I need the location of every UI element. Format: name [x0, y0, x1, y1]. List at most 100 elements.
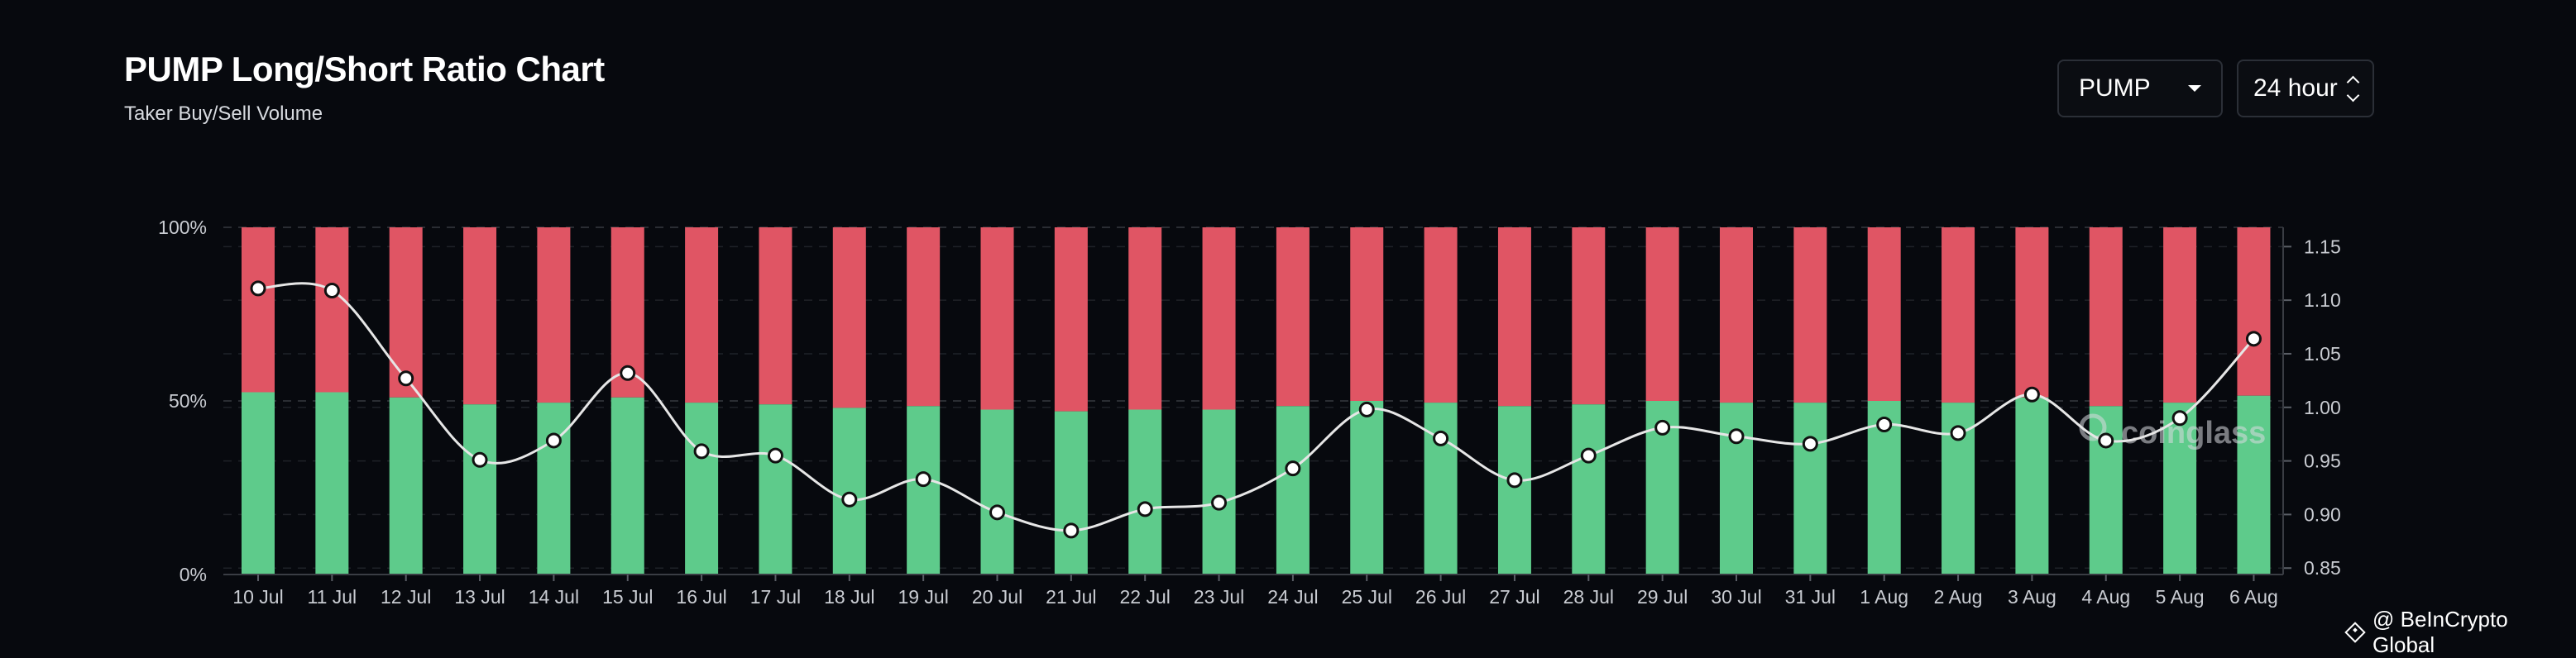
long-bar [1572, 404, 1606, 575]
x-tick-label: 12 Jul [381, 586, 431, 608]
short-bar [1128, 227, 1162, 410]
symbol-select-value: PUMP [2079, 74, 2151, 102]
x-tick-label: 2 Aug [1934, 586, 1983, 608]
x-tick-label: 23 Jul [1194, 586, 1244, 608]
long-bar [1350, 401, 1384, 575]
x-tick-label: 14 Jul [529, 586, 579, 608]
long-bar [2015, 397, 2049, 575]
ratio-point [545, 432, 562, 449]
range-select-value: 24 hour [2253, 74, 2338, 102]
ratio-point [620, 365, 636, 381]
long-bar [759, 404, 792, 575]
short-bar [1276, 227, 1310, 407]
x-tick-label: 16 Jul [676, 586, 726, 608]
short-bar [980, 227, 1014, 410]
long-bar [685, 403, 719, 575]
short-bar [1572, 227, 1606, 405]
short-bar [2163, 227, 2197, 403]
x-tick-label: 5 Aug [2156, 586, 2205, 608]
x-tick-label: 31 Jul [1785, 586, 1836, 608]
ratio-point [1802, 436, 1818, 452]
ratio-point [915, 471, 931, 488]
chart-title: PUMP Long/Short Ratio Chart [124, 50, 605, 88]
ratio-point [2098, 432, 2114, 449]
x-tick-label: 19 Jul [898, 586, 948, 608]
x-tick-label: 11 Jul [308, 586, 357, 608]
x-tick-label: 29 Jul [1637, 586, 1688, 608]
symbol-select[interactable]: PUMP [2057, 60, 2223, 117]
short-bar [1645, 227, 1679, 401]
footer-credit-text: @ BeInCrypto Global [2373, 607, 2508, 657]
x-tick-label: 13 Jul [454, 586, 505, 608]
long-bar [2237, 395, 2271, 575]
short-bar [1720, 227, 1753, 403]
ratio-point [2245, 331, 2262, 347]
ratio-point [1950, 425, 1966, 441]
ratio-point [693, 443, 710, 460]
y-right-tick-label: 0.95 [2304, 451, 2341, 472]
long-bar [315, 392, 349, 575]
long-bar [907, 406, 941, 575]
ratio-point [1358, 401, 1375, 417]
ratio-point [1137, 501, 1153, 517]
ratio-point [1876, 417, 1893, 433]
x-tick-label: 6 Aug [2229, 586, 2278, 608]
chart-subtitle: Taker Buy/Sell Volume [124, 103, 323, 125]
short-bar [1350, 227, 1384, 401]
coinglass-watermark: coinglass [2079, 413, 2266, 451]
short-bar [463, 227, 497, 405]
short-bar [2015, 227, 2049, 398]
x-tick-label: 4 Aug [2081, 586, 2130, 608]
y-right-tick-label: 0.85 [2304, 557, 2341, 579]
ratio-point [767, 447, 783, 464]
short-bar [1793, 227, 1827, 403]
ratio-point [1728, 428, 1745, 445]
y-right-tick-label: 0.90 [2304, 503, 2341, 525]
short-bar [1942, 227, 1975, 403]
long-bar [463, 404, 497, 575]
watermark-text: coinglass [2121, 416, 2266, 451]
x-tick-label: 20 Jul [972, 586, 1022, 608]
long-bar [1793, 403, 1827, 575]
long-bar [1054, 411, 1088, 575]
long-bar [1497, 406, 1531, 575]
x-tick-label: 24 Jul [1267, 586, 1318, 608]
x-tick-label: 3 Aug [2008, 586, 2056, 608]
range-select[interactable]: 24 hour [2237, 60, 2374, 117]
long-bar [1128, 409, 1162, 575]
long-bar [610, 397, 644, 575]
short-bar [2237, 227, 2271, 396]
short-bar [2089, 227, 2123, 407]
short-bar [907, 227, 941, 407]
short-bar [315, 227, 349, 393]
y-right-tick-label: 1.15 [2304, 236, 2341, 257]
y-left-tick-label: 50% [169, 390, 207, 412]
y-right-tick-label: 1.10 [2304, 289, 2341, 311]
x-tick-label: 27 Jul [1489, 586, 1539, 608]
long-bar [1276, 406, 1310, 575]
x-tick-label: 18 Jul [824, 586, 874, 608]
long-bar [2163, 403, 2197, 575]
x-tick-label: 28 Jul [1563, 586, 1614, 608]
ratio-point [398, 370, 414, 387]
ratio-point [1211, 494, 1228, 511]
short-bar [1497, 227, 1531, 407]
y-left-tick-label: 100% [158, 217, 207, 238]
x-tick-label: 25 Jul [1342, 586, 1392, 608]
ratio-point [1654, 419, 1671, 436]
short-bar [1054, 227, 1088, 412]
beincrypto-logo-icon [2344, 622, 2366, 643]
y-right-tick-label: 1.00 [2304, 397, 2341, 418]
short-bar [1867, 227, 1901, 401]
y-right-tick-label: 1.05 [2304, 343, 2341, 365]
x-tick-label: 1 Aug [1860, 586, 1908, 608]
ratio-point [1285, 460, 1301, 477]
long-bar [537, 403, 571, 575]
long-bar [980, 409, 1014, 575]
ratio-point [1063, 522, 1080, 539]
y-left-tick-label: 0% [180, 564, 207, 585]
x-tick-label: 22 Jul [1120, 586, 1171, 608]
ratio-point [2023, 386, 2040, 403]
long-bar [389, 397, 423, 575]
short-bar [685, 227, 719, 403]
